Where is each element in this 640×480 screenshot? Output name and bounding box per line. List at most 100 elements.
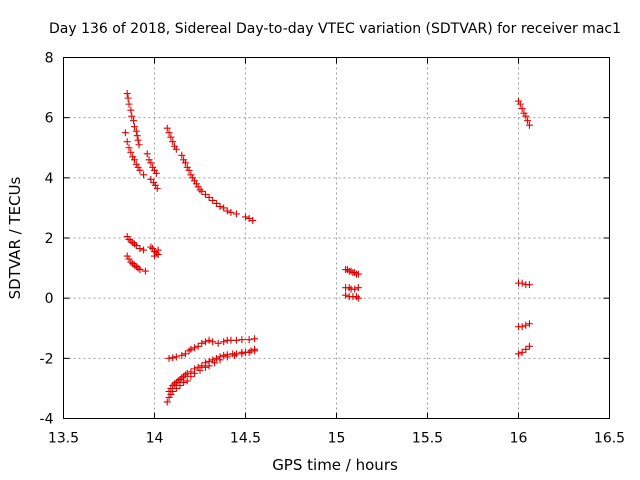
data-point-plus xyxy=(163,124,171,132)
data-point-plus xyxy=(232,336,240,344)
data-point-plus xyxy=(151,252,158,260)
data-point-plus xyxy=(353,293,361,301)
data-point-plus xyxy=(149,245,157,253)
data-point-plus xyxy=(525,320,533,328)
data-point-plus xyxy=(216,202,224,210)
data-point-plus xyxy=(132,263,140,271)
data-point-plus xyxy=(216,356,224,364)
data-point-plus xyxy=(212,354,220,362)
data-point-plus xyxy=(516,100,524,108)
data-point-plus xyxy=(515,350,522,358)
data-point-plus xyxy=(121,129,129,137)
data-point-plus xyxy=(187,171,195,179)
data-point-plus xyxy=(245,336,253,344)
data-point-plus xyxy=(151,166,158,174)
data-point-plus xyxy=(251,347,259,355)
data-point-plus xyxy=(147,243,155,251)
data-point-plus xyxy=(171,380,179,388)
data-point-plus xyxy=(343,266,351,274)
data-point-plus xyxy=(191,177,199,185)
data-point-plus xyxy=(130,156,138,164)
data-point-plus xyxy=(185,166,193,174)
data-point-plus xyxy=(140,171,148,179)
data-point-plus xyxy=(153,184,161,192)
data-point-plus xyxy=(525,342,533,350)
data-point-plus xyxy=(129,260,137,268)
data-point-plus xyxy=(172,384,180,392)
data-point-plus xyxy=(128,112,136,120)
data-point-plus xyxy=(183,369,191,377)
data-point-plus xyxy=(189,174,197,182)
data-point-plus xyxy=(220,338,228,346)
x-tick-label: 14.5 xyxy=(230,431,261,447)
data-point-plus xyxy=(522,345,530,353)
data-point-plus xyxy=(169,387,177,395)
data-point-plus xyxy=(134,264,142,272)
data-points xyxy=(121,90,533,406)
data-point-plus xyxy=(187,345,195,353)
data-point-plus xyxy=(354,284,362,292)
data-point-plus xyxy=(518,323,526,331)
data-point-plus xyxy=(169,381,177,389)
data-point-plus xyxy=(169,138,177,146)
data-point-plus xyxy=(130,123,138,131)
data-point-plus xyxy=(185,347,193,355)
data-point-plus xyxy=(196,186,204,194)
data-point-plus xyxy=(180,378,188,386)
data-point-plus xyxy=(171,142,179,150)
y-tick-label: 8 xyxy=(45,51,54,67)
data-point-plus xyxy=(132,127,140,135)
data-point-plus xyxy=(223,353,231,361)
x-axis-label: GPS time / hours xyxy=(272,456,398,474)
data-point-plus xyxy=(143,150,151,158)
y-tick-label: -2 xyxy=(40,351,54,367)
data-point-plus xyxy=(132,160,140,168)
data-point-plus xyxy=(152,169,160,177)
data-point-plus xyxy=(522,112,530,120)
data-point-plus xyxy=(515,97,522,105)
data-point-plus xyxy=(187,372,195,380)
x-tick-label: 16.5 xyxy=(594,431,625,447)
data-point-plus xyxy=(130,117,138,125)
data-point-plus xyxy=(205,193,213,201)
y-tick-label: 4 xyxy=(45,171,54,187)
data-point-plus xyxy=(342,291,350,299)
data-point-plus xyxy=(245,214,253,222)
data-point-plus xyxy=(194,342,202,350)
data-point-plus xyxy=(165,129,173,137)
data-point-plus xyxy=(345,284,353,292)
data-point-plus xyxy=(354,270,362,278)
data-point-plus xyxy=(220,204,228,212)
data-point-plus xyxy=(351,285,359,293)
data-point-plus xyxy=(209,356,217,364)
data-point-plus xyxy=(214,339,222,347)
data-point-plus xyxy=(125,255,133,263)
data-point-plus xyxy=(205,362,213,370)
data-point-plus xyxy=(522,321,530,329)
data-point-plus xyxy=(245,348,253,356)
y-tick-label: 2 xyxy=(45,231,54,247)
data-point-plus xyxy=(232,210,240,218)
data-point-plus xyxy=(220,351,228,359)
data-point-plus xyxy=(134,163,142,171)
y-tick-label: 0 xyxy=(45,291,54,307)
data-point-plus xyxy=(169,354,177,362)
data-point-plus xyxy=(209,196,217,204)
data-point-plus xyxy=(135,141,143,149)
data-point-plus xyxy=(176,381,184,389)
data-point-plus xyxy=(181,350,189,358)
x-tick-label: 16 xyxy=(510,431,528,447)
data-point-plus xyxy=(201,190,209,198)
data-point-plus xyxy=(130,261,138,269)
data-point-plus xyxy=(180,372,188,380)
data-point-plus xyxy=(123,232,131,240)
data-point-plus xyxy=(227,208,235,216)
data-point-plus xyxy=(242,213,249,221)
data-point-plus xyxy=(124,94,132,102)
grid-lines xyxy=(63,57,610,419)
data-point-plus xyxy=(196,366,204,374)
data-point-plus xyxy=(525,281,533,289)
data-point-plus xyxy=(181,371,189,379)
data-point-plus xyxy=(149,163,157,171)
data-point-plus xyxy=(136,266,144,274)
